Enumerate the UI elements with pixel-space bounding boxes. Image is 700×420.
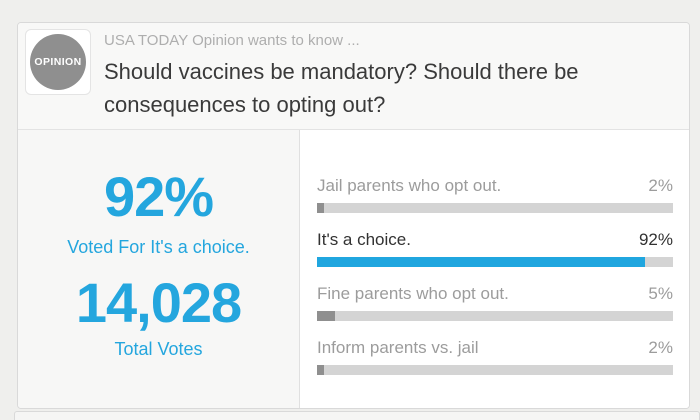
option-label: Inform parents vs. jail [317, 338, 479, 357]
option-bar-track [317, 257, 673, 267]
option-label: Jail parents who opt out. [317, 176, 502, 195]
option-percentage: 92% [638, 230, 673, 249]
poll-option-row: It's a choice. 92% [317, 230, 673, 267]
option-bar-track [317, 203, 673, 213]
poll-header: OPINION USA TODAY Opinion wants to know … [18, 23, 689, 130]
winner-caption: Voted For It's a choice. [67, 237, 250, 257]
poll-results: 92% Voted For It's a choice. 14,028 Tota… [18, 130, 689, 408]
option-percentage: 2% [648, 338, 673, 357]
next-section-strip [14, 411, 700, 420]
option-bar-fill [317, 311, 335, 321]
total-votes-count: 14,028 [75, 271, 242, 334]
total-votes-label: Total Votes [114, 339, 203, 359]
poll-kicker: USA TODAY Opinion wants to know ... [104, 32, 360, 49]
opinion-logo-icon: OPINION [30, 34, 86, 90]
option-percentage: 2% [648, 176, 673, 195]
option-bar-fill [317, 203, 325, 213]
winner-percentage: 92% [103, 165, 214, 228]
poll-question: Should vaccines be mandatory? Should the… [104, 59, 579, 117]
option-bar-track [317, 365, 673, 375]
option-percentage: 5% [648, 284, 673, 303]
results-summary: 92% Voted For It's a choice. 14,028 Tota… [18, 130, 300, 408]
header-text: USA TODAY Opinion wants to know ... Shou… [104, 32, 679, 121]
option-label: Fine parents who opt out. [317, 284, 509, 303]
poll-option-row: Jail parents who opt out. 2% [317, 176, 673, 213]
poll-option-row: Fine parents who opt out. 5% [317, 284, 673, 321]
option-bar-track [317, 311, 673, 321]
poll-widget-card: OPINION USA TODAY Opinion wants to know … [17, 22, 690, 409]
option-bar-fill [317, 365, 325, 375]
option-bar-fill [317, 257, 645, 267]
opinion-badge: OPINION [25, 29, 91, 95]
option-label: It's a choice. [317, 230, 411, 249]
poll-option-row: Inform parents vs. jail 2% [317, 338, 673, 375]
poll-options-list: Jail parents who opt out. 2% It's a choi… [300, 130, 689, 408]
